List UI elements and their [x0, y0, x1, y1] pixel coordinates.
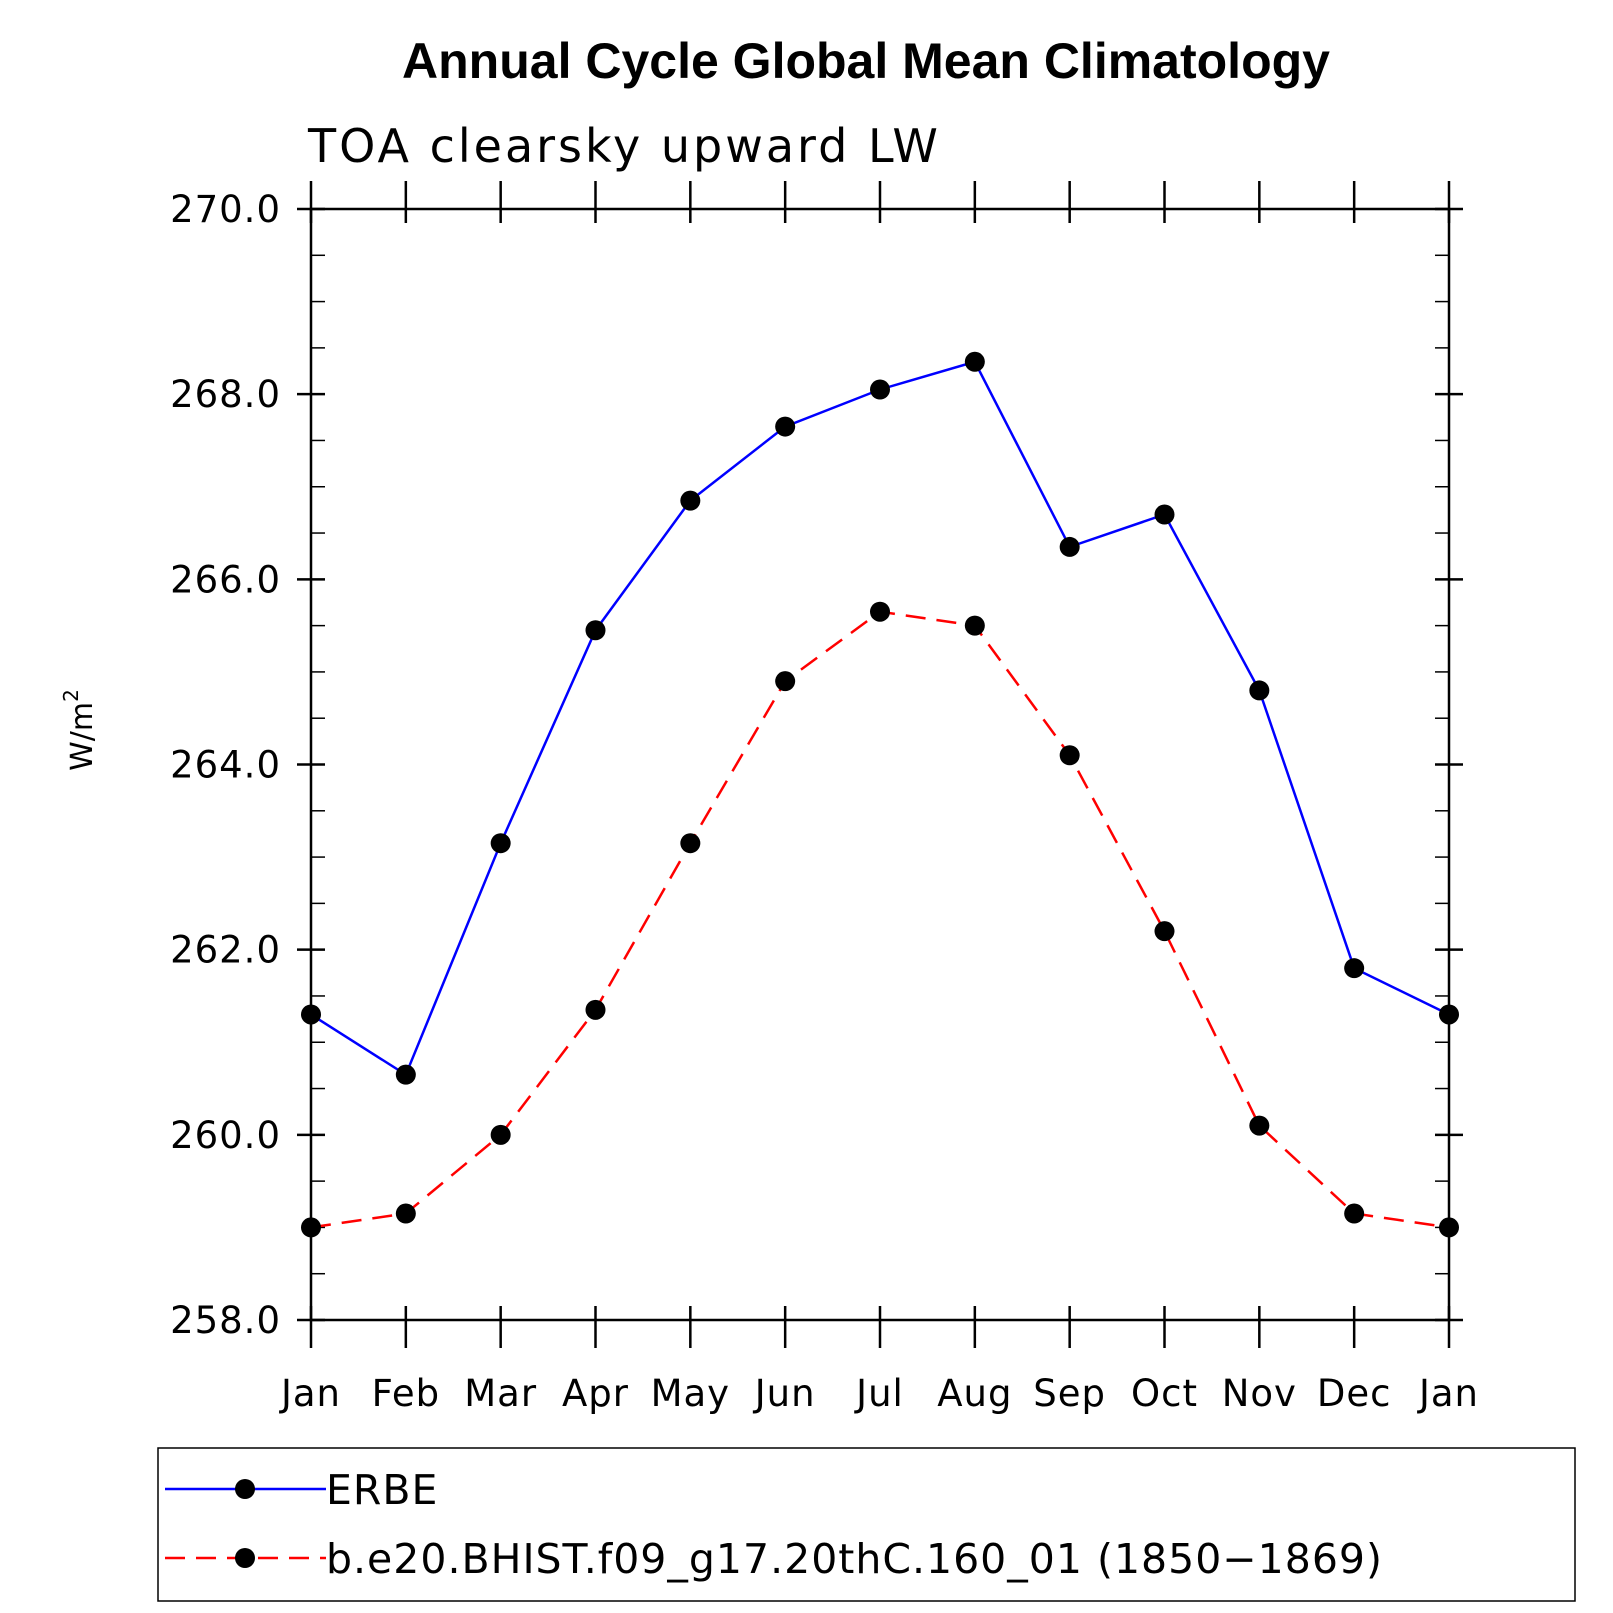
- series-1-point: [1249, 1115, 1270, 1136]
- y-tick-label: 258.0: [170, 1299, 281, 1342]
- x-tick-label: Jan: [279, 1372, 341, 1415]
- x-tick-label: Sep: [1033, 1372, 1106, 1415]
- x-tick-labels: Jan Feb Mar Apr May Jun Jul Aug Sep Oct Nov Dec Jan: [279, 1372, 1479, 1415]
- svg-text:W/m2: W/m2: [59, 689, 100, 771]
- legend-box: [157, 1447, 1576, 1602]
- series-0-point: [870, 379, 890, 400]
- chart-subtitle: TOA clearsky upward LW: [307, 119, 941, 173]
- legend: ERBE b.e20.BHIST.f09_g17.20thC.160_01 (1…: [157, 1447, 1576, 1602]
- x-tick-label: Nov: [1222, 1372, 1297, 1415]
- legend-label-erbe: ERBE: [326, 1466, 438, 1514]
- x-tick-label: Aug: [937, 1372, 1012, 1415]
- series-1-point: [1344, 1203, 1365, 1224]
- series-0-point: [1344, 958, 1365, 979]
- minor-ticks: [311, 254, 1449, 1275]
- chart-title: Annual Cycle Global Mean Climatology: [402, 33, 1330, 89]
- plot-frame: [309, 207, 1451, 1322]
- y-tick-label: 260.0: [170, 1114, 281, 1157]
- major-ticks: [297, 181, 1463, 1348]
- series-0-point: [1059, 536, 1080, 557]
- x-tick-label: Mar: [464, 1372, 537, 1415]
- series-0-point: [680, 490, 701, 511]
- y-axis-label: W/m2: [59, 689, 100, 771]
- series-0-point: [1154, 504, 1175, 525]
- series-1-point: [395, 1203, 416, 1224]
- x-tick-label: May: [651, 1372, 731, 1415]
- y-tick-label: 266.0: [170, 558, 281, 601]
- series-0-point: [395, 1064, 416, 1085]
- series-1-point: [680, 833, 701, 854]
- series-0-point: [775, 416, 796, 437]
- series-line-0: [310, 360, 1450, 1077]
- legend-marker-erbe: [235, 1479, 255, 1499]
- series-0-point: [490, 833, 511, 854]
- legend-marker-model: [235, 1548, 255, 1568]
- series-1-point: [1059, 745, 1080, 766]
- series-line-1: [310, 610, 1450, 1229]
- series-lines: [310, 360, 1450, 1229]
- series-1-point: [870, 601, 890, 622]
- series-0-point: [964, 351, 985, 372]
- series-0-point: [585, 620, 606, 641]
- y-tick-label: 262.0: [170, 929, 281, 972]
- series-1-point: [1154, 921, 1175, 942]
- legend-label-model: b.e20.BHIST.f09_g17.20thC.160_01 (1850−1…: [326, 1535, 1383, 1583]
- x-tick-label: Jun: [753, 1372, 816, 1415]
- series-markers: [301, 351, 1459, 1238]
- x-tick-label: Feb: [372, 1372, 441, 1415]
- y-tick-label: 268.0: [170, 373, 281, 416]
- x-tick-label: Dec: [1317, 1372, 1392, 1415]
- series-1-point: [490, 1124, 511, 1145]
- y-axis-label-text: W/m: [65, 702, 100, 771]
- y-tick-label: 270.0: [170, 188, 281, 231]
- series-1-point: [775, 671, 796, 692]
- y-tick-label: 264.0: [170, 744, 281, 787]
- series-1-point: [964, 615, 985, 636]
- series-1-point: [585, 999, 606, 1020]
- y-axis-label-superscript: 2: [59, 689, 83, 702]
- x-tick-label: Jul: [854, 1372, 904, 1415]
- x-tick-label: Oct: [1131, 1372, 1198, 1415]
- x-tick-label: Apr: [562, 1372, 629, 1415]
- x-tick-label: Jan: [1417, 1372, 1479, 1415]
- series-0-point: [1249, 680, 1270, 701]
- y-tick-labels: 258.0 260.0 262.0 264.0 266.0 268.0 270.0: [170, 188, 281, 1342]
